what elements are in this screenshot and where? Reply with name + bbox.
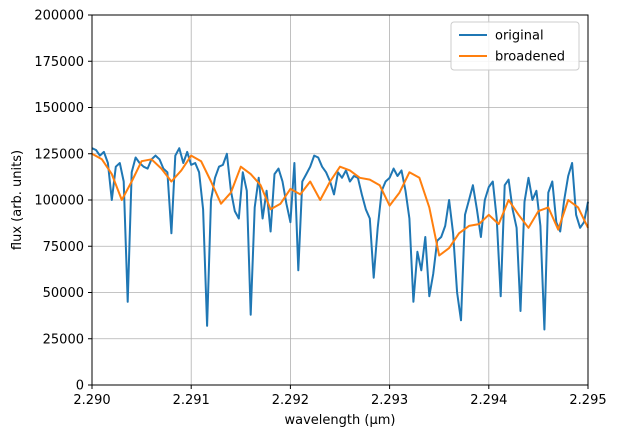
- y-tick-label: 75000: [43, 240, 84, 255]
- x-tick-label: 2.293: [371, 393, 408, 408]
- y-axis: 0 25000 50000 75000 100000 125000 150000 175000…: [34, 9, 92, 394]
- x-axis: 2.290 2.291 2.292 2.293 2.294 2.295: [73, 385, 607, 408]
- series-line-original: [91, 147, 589, 331]
- series-line-broadened: [91, 152, 589, 257]
- legend-label: original: [495, 29, 544, 44]
- y-tick-label: 50000: [43, 286, 84, 301]
- x-tick-label: 2.292: [272, 393, 309, 408]
- x-tick-label: 2.295: [569, 393, 606, 408]
- x-tick-label: 2.290: [73, 393, 110, 408]
- y-tick-label: 175000: [34, 55, 84, 70]
- y-tick-label: 150000: [34, 101, 84, 116]
- y-tick-label: 125000: [34, 147, 84, 162]
- y-axis-label: flux (arb. units): [10, 150, 25, 250]
- x-tick-label: 2.294: [470, 393, 507, 408]
- y-tick-label: 25000: [43, 332, 84, 347]
- series-layer: [91, 147, 589, 331]
- y-tick-label: 0: [76, 379, 84, 394]
- x-tick-label: 2.291: [173, 393, 210, 408]
- legend: original broadened: [450, 21, 580, 71]
- x-axis-label: wavelength (µm): [285, 413, 396, 428]
- legend-label: broadened: [495, 50, 565, 65]
- y-tick-label: 100000: [34, 194, 84, 209]
- y-tick-label: 200000: [34, 9, 84, 24]
